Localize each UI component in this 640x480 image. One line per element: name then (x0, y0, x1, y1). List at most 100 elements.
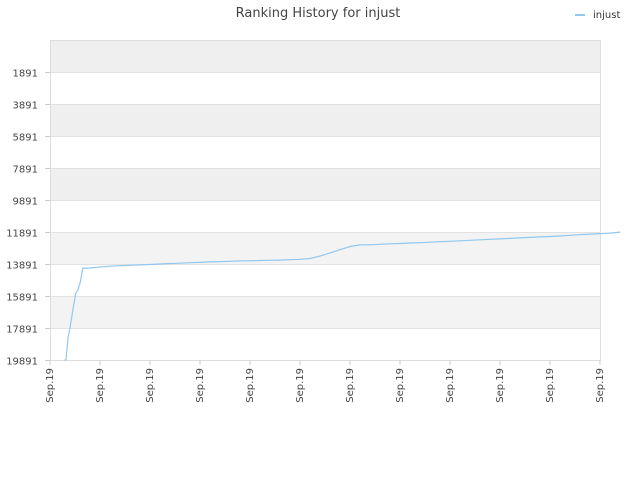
x-tick-label: Sep.19 (545, 368, 556, 403)
data-point (75, 292, 77, 294)
data-point (409, 242, 411, 244)
x-tick-label: Sep.19 (95, 368, 106, 403)
data-point (359, 244, 361, 246)
y-tick-label: 19891 (6, 357, 38, 368)
data-point (119, 265, 121, 267)
data-point (149, 263, 151, 266)
data-point (169, 262, 171, 265)
data-point (279, 259, 281, 261)
y-tick-label: 17891 (6, 325, 38, 336)
grid-band (50, 328, 600, 360)
data-point (319, 255, 321, 257)
data-point (91, 267, 94, 269)
chart-title: Ranking History for injust (236, 6, 401, 21)
x-tick-label: Sep.19 (145, 368, 156, 403)
data-point (84, 267, 86, 269)
data-point (419, 242, 421, 244)
plot-area-frame (50, 40, 601, 361)
data-point (78, 285, 80, 288)
grid-band (50, 168, 600, 200)
data-point (269, 259, 271, 261)
data-point (389, 243, 391, 245)
x-tick-label: Sep.19 (295, 368, 306, 403)
data-point (79, 282, 81, 284)
data-point (189, 262, 191, 264)
y-axis-ticks: 19891 17891 15891 13891 11891 9891 7891 5891 389… (6, 69, 50, 368)
y-tick-label: 15891 (6, 293, 38, 304)
data-point (539, 236, 541, 238)
data-point (80, 277, 82, 280)
y-tick-label: 1891 (13, 69, 38, 80)
data-point (469, 239, 471, 241)
y-tick-label: 9891 (13, 197, 38, 208)
data-point (69, 327, 71, 329)
grid-band (50, 72, 600, 104)
data-point (179, 262, 181, 264)
data-point (65, 359, 67, 361)
x-tick-label: Sep.19 (345, 368, 356, 403)
data-point (339, 249, 341, 251)
data-point (489, 238, 491, 240)
grid-band (50, 40, 600, 72)
data-point (519, 237, 521, 239)
data-point (349, 245, 351, 248)
data-point (159, 263, 161, 265)
data-point (86, 267, 89, 269)
y-tick-label: 13891 (6, 261, 38, 272)
data-point (74, 295, 76, 297)
data-point (199, 261, 201, 263)
data-point (94, 266, 96, 268)
y-tick-label: 7891 (13, 165, 38, 176)
data-point (529, 236, 531, 239)
data-point (259, 259, 261, 262)
legend: injust (575, 10, 620, 21)
data-point (209, 261, 211, 263)
data-point (239, 260, 241, 262)
data-point (509, 237, 511, 239)
data-point (72, 308, 74, 310)
grid-band (50, 104, 600, 136)
data-point (329, 252, 331, 254)
grid-band (50, 296, 600, 328)
grid-band (50, 200, 600, 232)
data-point (82, 267, 84, 269)
y-tick-label: 11891 (6, 229, 38, 240)
data-point (64, 359, 66, 361)
data-point (76, 290, 78, 292)
grid-band (50, 136, 600, 168)
data-point (499, 238, 501, 240)
y-tick-label: 5891 (13, 133, 38, 144)
data-point (479, 239, 481, 241)
data-point (229, 260, 231, 262)
data-point (96, 266, 99, 268)
data-point (619, 231, 621, 233)
data-point (299, 258, 301, 260)
data-point (399, 242, 401, 245)
legend-label: injust (593, 10, 620, 21)
data-point (429, 241, 431, 243)
data-point (459, 240, 461, 242)
x-tick-label: Sep.19 (495, 368, 506, 403)
grid-band (50, 232, 600, 264)
data-point (559, 235, 561, 237)
x-tick-label: Sep.19 (245, 368, 256, 403)
data-point (289, 259, 291, 261)
data-point (569, 234, 571, 236)
x-tick-label: Sep.19 (45, 368, 56, 403)
data-point (89, 267, 91, 269)
data-point (549, 235, 551, 238)
data-point (139, 264, 141, 266)
x-tick-label: Sep.19 (595, 368, 606, 403)
data-point (219, 260, 221, 263)
data-point (599, 232, 601, 235)
data-point (77, 289, 79, 291)
data-point (74, 297, 76, 299)
x-axis-ticks: Sep.19 Sep.19 Sep.19 Sep.19 Sep.19 Sep.19 Sep.… (45, 360, 606, 403)
series-layer (64, 231, 621, 361)
data-point (579, 234, 581, 236)
data-point (309, 257, 311, 260)
data-point (589, 233, 591, 235)
x-tick-label: Sep.19 (445, 368, 456, 403)
data-point (449, 240, 451, 242)
